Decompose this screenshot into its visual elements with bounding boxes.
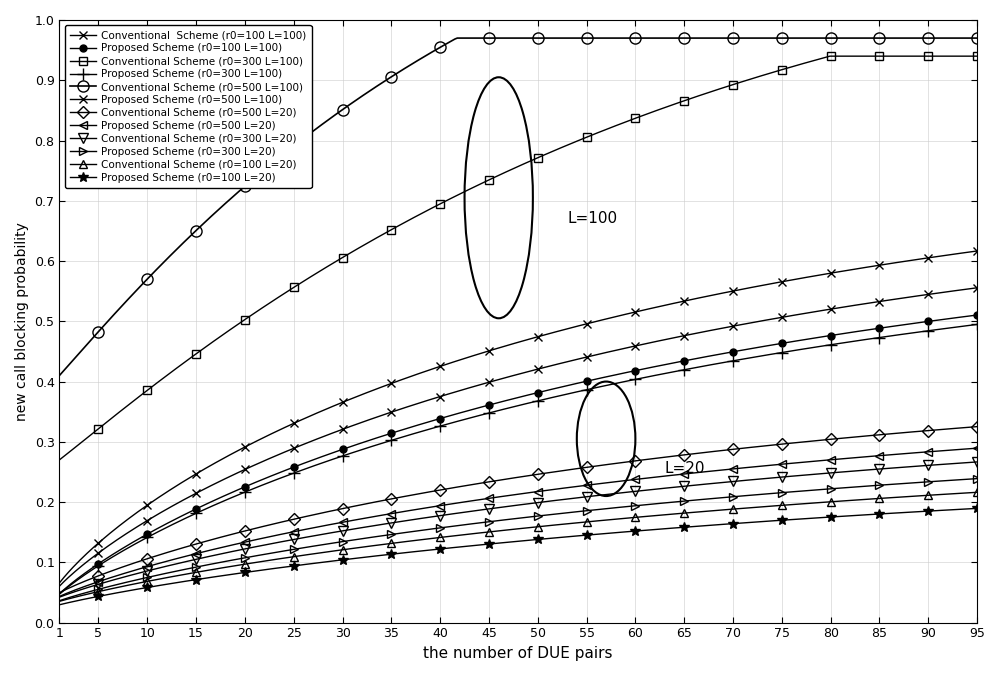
Text: L=100: L=100 (567, 212, 617, 226)
Y-axis label: new call blocking probability: new call blocking probability (15, 222, 29, 420)
Text: L=20: L=20 (665, 462, 705, 477)
Legend: Conventional  Scheme (r0=100 L=100), Proposed Scheme (r0=100 L=100), Conventiona: Conventional Scheme (r0=100 L=100), Prop… (65, 25, 312, 188)
X-axis label: the number of DUE pairs: the number of DUE pairs (423, 646, 613, 661)
